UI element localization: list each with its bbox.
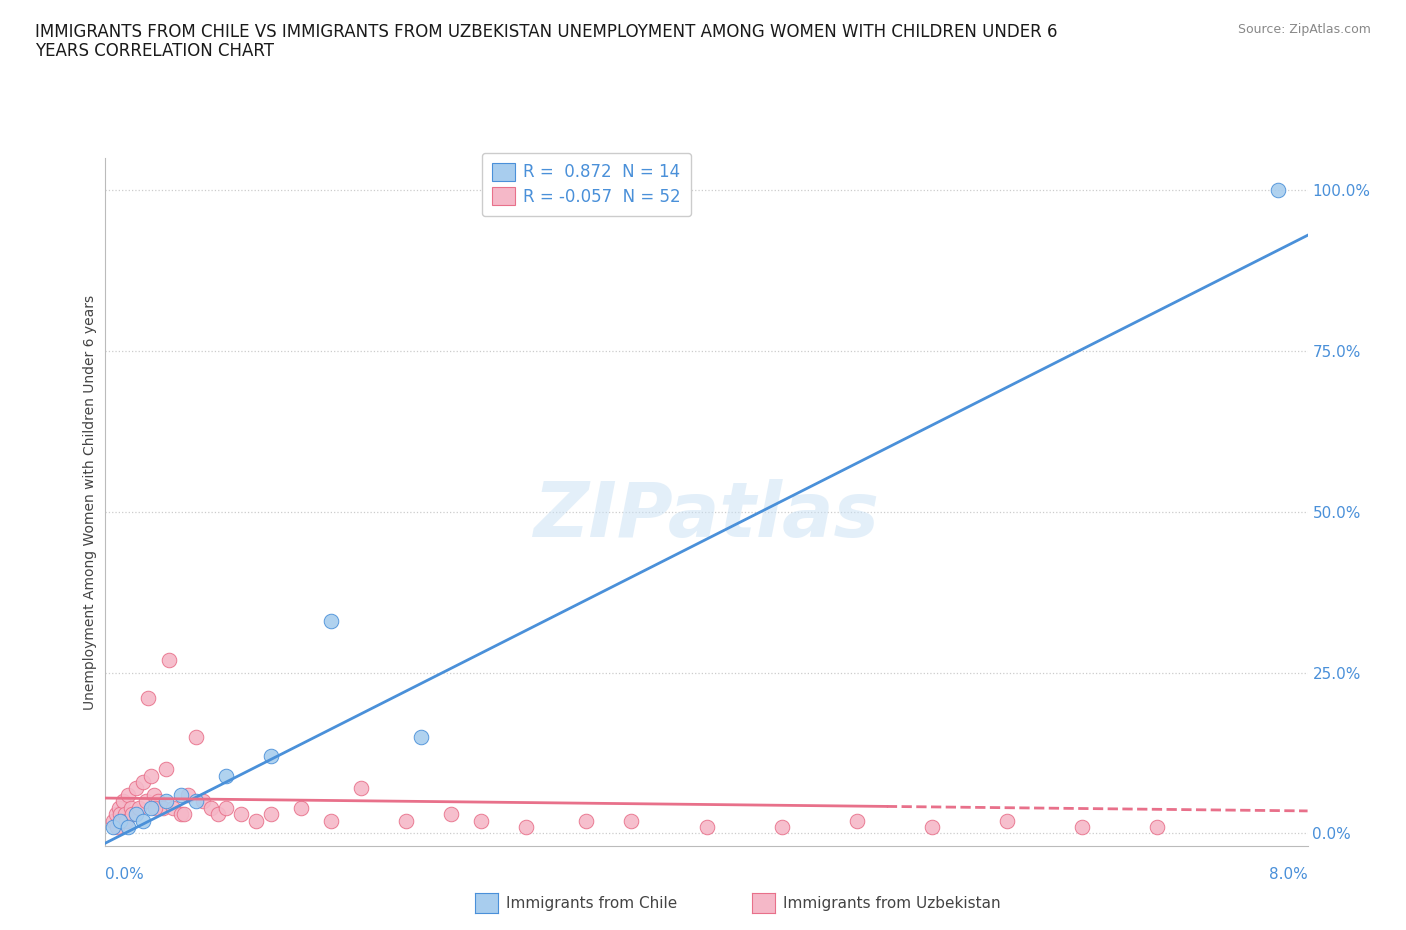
Text: Immigrants from Uzbekistan: Immigrants from Uzbekistan: [783, 897, 1001, 911]
Point: [157, 652, 180, 667]
Point: [155, 794, 177, 809]
Point: [124, 781, 146, 796]
Point: [575, 813, 598, 828]
Point: [409, 729, 432, 744]
Point: [143, 801, 166, 816]
Point: [146, 794, 169, 809]
Point: [620, 813, 643, 828]
Point: [101, 813, 124, 828]
Text: Source: ZipAtlas.com: Source: ZipAtlas.com: [1237, 23, 1371, 36]
Text: 8.0%: 8.0%: [1268, 867, 1308, 882]
Point: [770, 819, 793, 834]
Point: [470, 813, 492, 828]
Point: [115, 813, 138, 828]
Point: [136, 691, 159, 706]
Point: [319, 614, 342, 629]
Point: [104, 806, 127, 821]
Point: [132, 813, 155, 828]
Point: [207, 806, 229, 821]
Point: [135, 794, 157, 809]
Point: [139, 768, 162, 783]
Point: [1071, 819, 1094, 834]
Point: [132, 775, 155, 790]
Point: [120, 801, 142, 816]
Text: Immigrants from Chile: Immigrants from Chile: [506, 897, 678, 911]
Point: [108, 801, 131, 816]
Point: [214, 768, 236, 783]
Legend: R =  0.872  N = 14, R = -0.057  N = 52: R = 0.872 N = 14, R = -0.057 N = 52: [482, 153, 690, 216]
Point: [1267, 183, 1289, 198]
Point: [110, 806, 132, 821]
Text: ZIPatlas: ZIPatlas: [533, 479, 880, 553]
Point: [169, 806, 191, 821]
Point: [124, 806, 146, 821]
Point: [845, 813, 868, 828]
Point: [290, 801, 312, 816]
Text: IMMIGRANTS FROM CHILE VS IMMIGRANTS FROM UZBEKISTAN UNEMPLOYMENT AMONG WOMEN WIT: IMMIGRANTS FROM CHILE VS IMMIGRANTS FROM…: [35, 23, 1057, 41]
Point: [1146, 819, 1168, 834]
Point: [173, 806, 195, 821]
Point: [139, 801, 162, 816]
Point: [162, 801, 184, 816]
Point: [229, 806, 252, 821]
Point: [107, 819, 129, 834]
Text: YEARS CORRELATION CHART: YEARS CORRELATION CHART: [35, 42, 274, 60]
Point: [191, 794, 214, 809]
Point: [117, 819, 139, 834]
Point: [260, 806, 283, 821]
Point: [177, 788, 200, 803]
Point: [696, 819, 718, 834]
Point: [184, 729, 207, 744]
Text: 0.0%: 0.0%: [105, 867, 145, 882]
Point: [101, 819, 124, 834]
Point: [200, 801, 222, 816]
Point: [114, 806, 136, 821]
Point: [214, 801, 236, 816]
Point: [350, 781, 373, 796]
Point: [995, 813, 1018, 828]
Point: [515, 819, 537, 834]
Point: [921, 819, 943, 834]
Point: [152, 801, 174, 816]
Point: [395, 813, 418, 828]
Point: [169, 788, 191, 803]
Point: [121, 806, 143, 821]
Point: [155, 762, 177, 777]
Point: [245, 813, 267, 828]
Point: [111, 813, 134, 828]
Point: [110, 813, 132, 828]
Point: [260, 749, 283, 764]
Point: [142, 788, 165, 803]
Y-axis label: Unemployment Among Women with Children Under 6 years: Unemployment Among Women with Children U…: [83, 295, 97, 710]
Point: [117, 788, 139, 803]
Point: [184, 794, 207, 809]
Point: [112, 794, 135, 809]
Point: [319, 813, 342, 828]
Point: [440, 806, 463, 821]
Point: [128, 801, 150, 816]
